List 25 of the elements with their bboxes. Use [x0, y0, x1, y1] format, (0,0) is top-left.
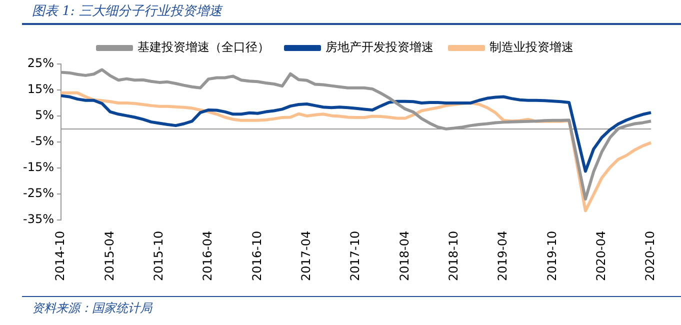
y-tick-label: -35% — [22, 212, 54, 226]
y-tick-label: -5% — [30, 134, 54, 148]
y-tick-label: 25% — [27, 56, 54, 70]
legend-label: 制造业投资增速 — [490, 40, 574, 54]
x-tick-label: 2016-10 — [250, 230, 264, 281]
text: 资料来源：国家统计局 — [32, 300, 152, 317]
x-tick-label: 2014-10 — [53, 230, 68, 281]
x-tick-label: 2019-04 — [496, 230, 510, 281]
y-tick-label: -15% — [22, 160, 54, 174]
x-tick-label: 2015-04 — [102, 230, 116, 281]
legend-label: 房地产开发投资增速 — [326, 40, 434, 54]
legend-label: 基建投资增速（全口径） — [138, 40, 270, 54]
x-tick-label: 2018-10 — [446, 230, 460, 281]
x-tick-label: 2020-10 — [643, 230, 658, 281]
chart-title: 图表 1: 三大细分子行业投资增速 — [32, 3, 222, 20]
x-tick-label: 2018-04 — [397, 230, 412, 281]
x-tick-label: 2016-04 — [200, 230, 215, 281]
y-tick-label: 15% — [27, 82, 54, 96]
y-tick-label: 5% — [34, 108, 54, 122]
x-tick-label: 2017-04 — [298, 230, 313, 281]
x-tick-label: 2015-10 — [151, 230, 166, 281]
y-tick-label: -25% — [22, 186, 54, 200]
x-tick-label: 2019-10 — [544, 230, 559, 281]
x-tick-label: 2020-04 — [594, 230, 608, 281]
x-tick-label: 2017-10 — [348, 230, 362, 281]
